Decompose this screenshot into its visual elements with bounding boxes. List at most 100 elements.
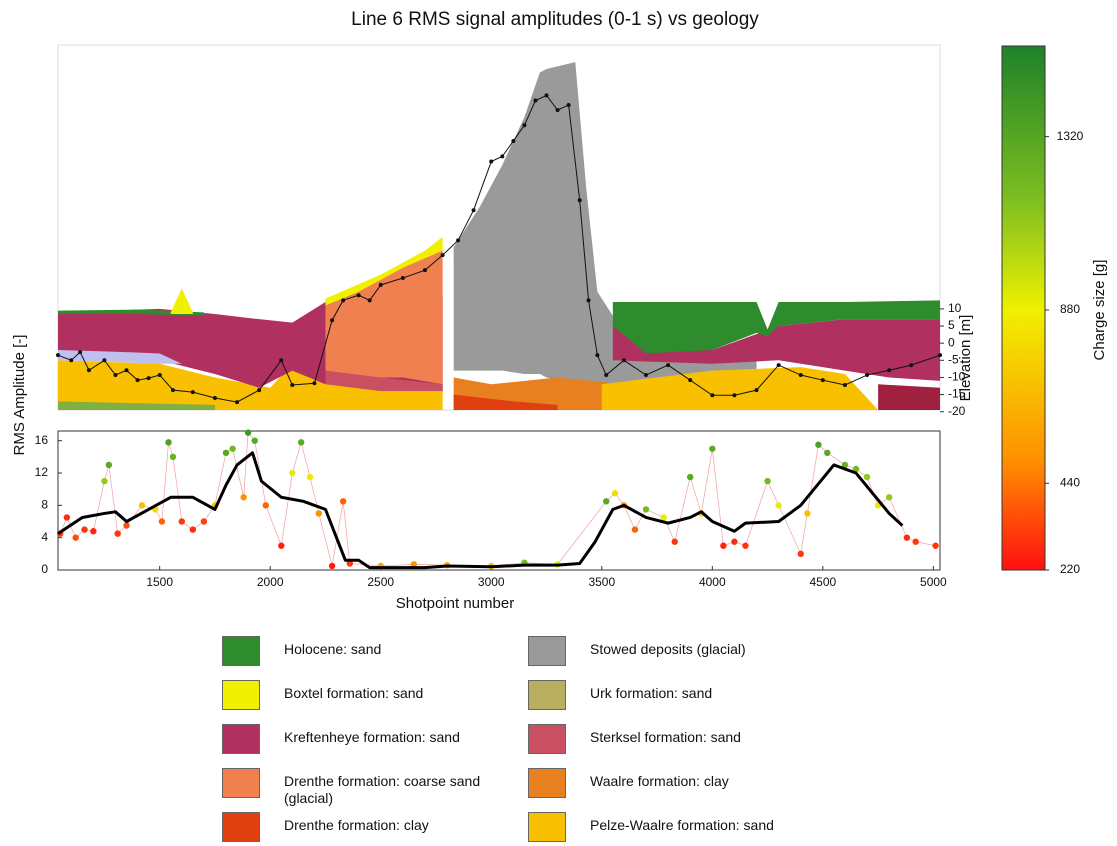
charge-point [81, 526, 88, 533]
geology-layer [58, 401, 215, 410]
amplitude-point [754, 388, 759, 393]
y-tick-label: 0 [41, 562, 48, 576]
charge-point [687, 473, 694, 481]
legend-swatch [222, 680, 260, 710]
y-tick-label: -5 [948, 352, 959, 366]
charge-point [262, 502, 269, 509]
x-tick-label: 4000 [699, 575, 726, 589]
amplitude-point [170, 388, 175, 393]
legend-item: Sterksel formation: sand [528, 724, 828, 758]
x-tick-label: 3000 [478, 575, 505, 589]
charge-point [660, 514, 667, 521]
charge-point [841, 461, 849, 469]
charge-point [885, 494, 893, 501]
amplitude-point [330, 318, 335, 323]
amplitude-point [842, 382, 847, 387]
legend-item: Kreftenheye formation: sand [222, 724, 528, 758]
charge-point [244, 429, 252, 436]
amplitude-point [78, 350, 83, 355]
geology-layer [612, 300, 940, 354]
charge-point [764, 477, 771, 485]
geology-layer [878, 384, 940, 410]
amplitude-point [533, 98, 538, 103]
charge-point [903, 534, 911, 541]
legend-label: Waalre formation: clay [590, 773, 729, 789]
amplitude-point [511, 138, 516, 143]
amplitude-point [378, 282, 383, 287]
x-tick-label: 3500 [588, 575, 615, 589]
charge-point [346, 560, 353, 567]
colorbar-tick-label: 220 [1060, 562, 1080, 576]
amplitude-point [887, 368, 892, 373]
x-axis-label: Shotpoint number [396, 595, 514, 612]
amplitude-point [732, 393, 737, 398]
amplitude-point [522, 123, 527, 128]
legend-label: Pelze-Waalre formation: sand [590, 817, 774, 833]
legend-item: Waalre formation: clay [528, 768, 828, 802]
amplitude-point [544, 93, 549, 98]
amplitude-point [471, 208, 476, 213]
x-tick-label: 2000 [257, 575, 284, 589]
y-tick-label: -20 [948, 404, 966, 418]
amplitude-point [776, 363, 781, 368]
charge-point [229, 445, 236, 452]
legend-item: Boxtel formation: sand [222, 680, 528, 714]
charge-point [731, 538, 738, 545]
amplitude-point [456, 238, 461, 243]
amplitude-point [938, 353, 942, 358]
amplitude-point [586, 298, 591, 303]
charge-point [306, 473, 314, 481]
charge-point [297, 439, 305, 446]
amplitude-point [440, 253, 445, 258]
legend-swatch [528, 768, 566, 798]
x-tick-label: 4500 [809, 575, 836, 589]
charge-point [114, 530, 121, 537]
amplitude-point [290, 382, 295, 387]
amplitude-point [422, 268, 427, 273]
charge-point [410, 561, 418, 568]
y-tick-label: -10 [948, 370, 966, 384]
amplitude-point [257, 388, 262, 393]
legend-swatch [222, 812, 260, 842]
legend: Holocene: sand Stowed deposits (glacial) B… [222, 636, 828, 846]
legend-label: Stowed deposits (glacial) [590, 641, 746, 657]
charge-point [123, 522, 130, 529]
legend-label: Boxtel formation: sand [284, 685, 424, 701]
amplitude-point [666, 363, 671, 368]
charge-point [63, 514, 71, 521]
charge-point [90, 528, 97, 535]
colorbar-label: Charge size [g] [1091, 260, 1108, 361]
plot-frame [57, 430, 941, 571]
amplitude-point [56, 353, 60, 358]
amplitude-point [909, 363, 914, 368]
charge-point [852, 465, 860, 473]
legend-label: Kreftenheye formation: sand [284, 729, 460, 745]
amplitude-point [341, 298, 346, 303]
amplitude-point [500, 154, 505, 159]
charge-point [101, 477, 108, 485]
charge-point [251, 437, 258, 444]
y-axis-label: RMS Amplitude [-] [11, 335, 28, 456]
amplitude-point [644, 373, 648, 378]
amplitude-point [489, 159, 494, 164]
legend-item: Pelze-Waalre formation: sand [528, 812, 828, 846]
charge-point [289, 469, 296, 477]
legend-swatch [528, 724, 566, 754]
amplitude-point [86, 368, 91, 373]
charge-point [158, 518, 166, 525]
y-tick-label: 0 [948, 335, 955, 349]
charge-point [912, 538, 919, 545]
charge-point [328, 562, 336, 570]
legend-swatch [528, 812, 566, 842]
amplitude-point [367, 298, 372, 303]
colorbar-tick-label: 440 [1060, 475, 1080, 489]
charge-point [189, 526, 197, 533]
amplitude-point [820, 378, 825, 383]
charge-point [339, 498, 347, 505]
amplitude-point [400, 276, 405, 281]
legend-swatch [222, 724, 260, 754]
legend-label: Drenthe formation: coarse sand (glacial) [284, 773, 481, 806]
geology-layer [453, 394, 558, 410]
